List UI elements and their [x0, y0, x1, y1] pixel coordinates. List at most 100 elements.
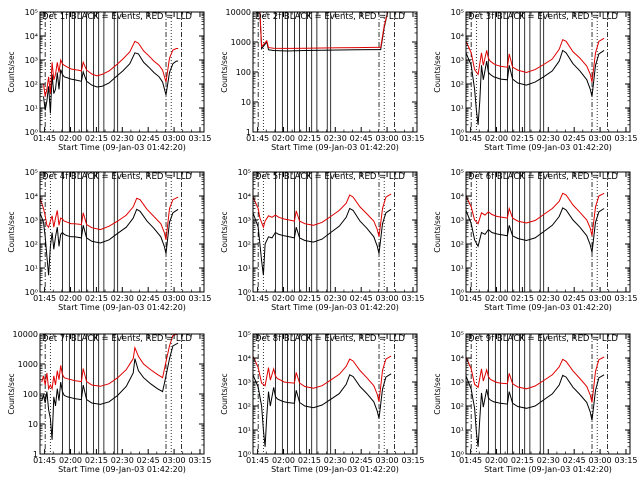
- x-tick-label: 02:30: [537, 134, 560, 143]
- y-axis-label: Counts/sec: [220, 51, 229, 92]
- y-tick-label: 100: [23, 390, 38, 399]
- x-tick-label: 02:30: [324, 456, 347, 465]
- y-tick-label: 10²: [451, 80, 464, 89]
- y-tick-label: 10⁴: [451, 32, 464, 41]
- plot-frame: [39, 171, 205, 293]
- y-tick-label: 10⁵: [25, 168, 38, 177]
- y-axis-label: Counts/sec: [433, 51, 442, 92]
- y-tick-label: 10²: [451, 240, 464, 249]
- panel-title: Det 1f BLACK = Events, RED = LLD: [42, 12, 192, 22]
- y-tick-label: 10¹: [451, 426, 464, 435]
- y-axis-label: Counts/sec: [433, 211, 442, 252]
- y-tick-label: 10²: [238, 402, 251, 411]
- x-tick-label: 02:45: [563, 134, 586, 143]
- plot-frame: [252, 11, 418, 133]
- y-tick-label: 10²: [25, 80, 38, 89]
- x-tick-label: 02:30: [537, 456, 560, 465]
- y-tick-label: 10: [241, 98, 251, 107]
- x-axis-label: Start Time (09-Jan-03 01:42:20): [484, 143, 612, 152]
- x-tick-label: 02:30: [111, 134, 134, 143]
- y-tick-label: 10³: [451, 56, 464, 65]
- plot-frame: [39, 333, 205, 455]
- y-tick-label: 10³: [238, 378, 251, 387]
- x-tick-label: 02:45: [563, 294, 586, 303]
- x-tick-label: 03:15: [188, 134, 211, 143]
- x-tick-label: 02:45: [137, 294, 160, 303]
- events-series-line: [465, 49, 605, 125]
- y-tick-label: 10²: [451, 402, 464, 411]
- x-tick-label: 03:15: [614, 134, 637, 143]
- events-series-line: [465, 207, 605, 253]
- y-tick-label: 10¹: [238, 426, 251, 435]
- lld-series-line: [465, 192, 605, 236]
- y-tick-label: 10⁵: [238, 330, 251, 339]
- y-tick-label: 1000: [231, 38, 251, 47]
- y-tick-label: 100: [236, 68, 251, 77]
- y-tick-label: 10⁴: [451, 354, 464, 363]
- x-tick-label: 02:15: [85, 134, 108, 143]
- x-tick-label: 02:45: [350, 456, 373, 465]
- x-tick-label: 02:00: [59, 294, 82, 303]
- x-tick-label: 02:15: [85, 294, 108, 303]
- y-tick-label: 10³: [451, 216, 464, 225]
- x-tick-label: 03:00: [589, 294, 612, 303]
- detector-panel: 1 10 100 1000 10000 01:45 02:00 02:15 02:30 02:45…: [220, 8, 425, 152]
- panel-title: Det 9f BLACK = Events, RED = LLD: [468, 334, 618, 344]
- y-tick-label: 10⁵: [451, 168, 464, 177]
- y-tick-label: 10⁴: [451, 192, 464, 201]
- y-tick-label: 10⁵: [25, 8, 38, 17]
- x-tick-label: 02:15: [298, 456, 321, 465]
- y-tick-label: 1000: [18, 360, 38, 369]
- lld-series-line: [41, 333, 179, 391]
- x-tick-label: 02:15: [85, 456, 108, 465]
- plot-frame: [465, 333, 631, 455]
- plot-frame: [252, 333, 418, 455]
- x-tick-label: 03:15: [188, 456, 211, 465]
- x-tick-label: 03:00: [163, 456, 186, 465]
- y-tick-label: 1: [246, 128, 251, 137]
- x-tick-label: 03:15: [614, 456, 637, 465]
- x-tick-label: 02:30: [324, 134, 347, 143]
- y-tick-label: 10⁵: [451, 8, 464, 17]
- y-tick-label: 10¹: [451, 264, 464, 273]
- plot-frame: [465, 11, 631, 133]
- x-tick-label: 01:45: [33, 134, 56, 143]
- x-tick-label: 02:30: [324, 294, 347, 303]
- lld-series-line: [252, 355, 392, 402]
- x-axis-label: Start Time (09-Jan-03 01:42:20): [484, 465, 612, 474]
- y-axis-label: Counts/sec: [7, 51, 16, 92]
- panel-title: Det 8f BLACK = Events, RED = LLD: [255, 334, 405, 344]
- x-tick-label: 01:45: [459, 134, 482, 143]
- detector-panel: 1 10 100 1000 10000 01:45 02:00 02:15 02:30 02:45…: [7, 330, 212, 474]
- y-tick-label: 10: [28, 420, 38, 429]
- x-tick-label: 01:45: [246, 456, 269, 465]
- x-tick-label: 03:15: [401, 456, 424, 465]
- panel-title: Det 7f BLACK = Events, RED = LLD: [42, 334, 192, 344]
- events-series-line: [43, 52, 179, 114]
- lld-series-line: [465, 356, 605, 403]
- y-tick-label: 10⁵: [451, 330, 464, 339]
- y-tick-label: 10³: [25, 216, 38, 225]
- y-tick-label: 10⁰: [238, 288, 251, 297]
- events-series-line: [39, 208, 179, 276]
- detector-panel: 10⁰ 10¹ 10² 10³ 10⁴ 10⁵ 01:45 02:00 02:15 02:30 02…: [433, 330, 638, 474]
- x-tick-label: 02:45: [350, 134, 373, 143]
- x-tick-label: 03:15: [188, 294, 211, 303]
- detector-panel: 10⁰ 10¹ 10² 10³ 10⁴ 10⁵ 01:45 02:00 02:15 02:30 02…: [433, 168, 638, 312]
- y-axis-label: Counts/sec: [433, 373, 442, 414]
- x-tick-label: 03:00: [163, 294, 186, 303]
- x-tick-label: 02:45: [563, 456, 586, 465]
- panel-title: Det 4f BLACK = Events, RED = LLD: [42, 172, 192, 182]
- x-tick-label: 01:45: [246, 294, 269, 303]
- y-tick-label: 10¹: [25, 264, 38, 273]
- plot-frame: [252, 171, 418, 293]
- x-tick-label: 02:15: [298, 294, 321, 303]
- x-tick-label: 02:00: [485, 456, 508, 465]
- x-tick-label: 02:45: [137, 456, 160, 465]
- x-tick-label: 03:00: [376, 134, 399, 143]
- detector-panel: 10⁰ 10¹ 10² 10³ 10⁴ 10⁵ 01:45 02:00 02:15 02:30 02…: [7, 168, 212, 312]
- lld-series-line: [43, 40, 179, 97]
- x-tick-label: 02:15: [298, 134, 321, 143]
- lld-series-line: [253, 11, 392, 49]
